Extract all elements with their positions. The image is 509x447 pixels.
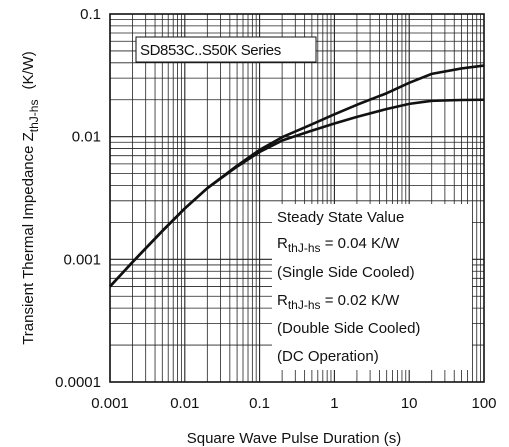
y-tick-label: 0.1 [80, 6, 101, 23]
annotation-r-double-sub: thJ-hs [288, 298, 321, 312]
series-line-2 [109, 98, 485, 288]
x-tick-label: 1 [330, 395, 338, 412]
y-tick-label: 0.01 [72, 129, 101, 146]
series-label-background [135, 36, 317, 63]
annotation-r-single-value: = 0.04 K/W [321, 235, 401, 252]
annotation-line-1: Steady State Value [277, 209, 404, 226]
annotation-r-single: R [277, 235, 288, 252]
x-tick-labels: 0.001 0.01 0.1 1 10 100 [91, 395, 496, 412]
annotation-line-5: (Double Side Cooled) [277, 320, 420, 337]
annotation-r-double-value: = 0.02 K/W [321, 292, 401, 309]
annotation-line-6: (DC Operation) [277, 348, 379, 365]
y-axis-title-sub: thJ-hs [27, 100, 41, 133]
series-label-box: SD853C..S50K Series [135, 36, 317, 63]
x-tick-label: 100 [471, 395, 496, 412]
x-tick-label: 0.001 [91, 395, 129, 412]
y-tick-labels: 0.0001 0.001 0.01 0.1 [55, 6, 101, 391]
annotation-background [272, 204, 472, 370]
annotation-r-double: R [277, 292, 288, 309]
y-axis-title-unit: (K/W) [20, 51, 37, 89]
annotation-line-3: (Single Side Cooled) [277, 264, 415, 281]
plot-frame [109, 13, 485, 383]
y-axis-title-main: Transient Thermal Impedance Z [20, 132, 37, 345]
y-tick-label: 0.0001 [55, 374, 101, 391]
annotation-r-single-sub: thJ-hs [288, 241, 321, 255]
x-axis-title: Square Wave Pulse Duration (s) [187, 430, 402, 447]
y-tick-label: 0.001 [63, 251, 101, 268]
annotation-line-2: RthJ-hs = 0.04 K/W [277, 235, 400, 255]
x-tick-label: 10 [401, 395, 418, 412]
annotation-line-4: RthJ-hs = 0.02 K/W [277, 292, 400, 312]
x-tick-label: 0.1 [249, 395, 270, 412]
y-axis-title: Transient Thermal Impedance ZthJ-hs (K/W) [20, 51, 41, 345]
svg-text:Transient Thermal Impedance Zt: Transient Thermal Impedance ZthJ-hs (K/W) [20, 51, 41, 345]
series-label: SD853C..S50K Series [140, 42, 281, 59]
steady-state-annotation: Steady State Value RthJ-hs = 0.04 K/W (S… [272, 204, 472, 370]
x-tick-label: 0.01 [170, 395, 199, 412]
series-layer [109, 64, 485, 288]
